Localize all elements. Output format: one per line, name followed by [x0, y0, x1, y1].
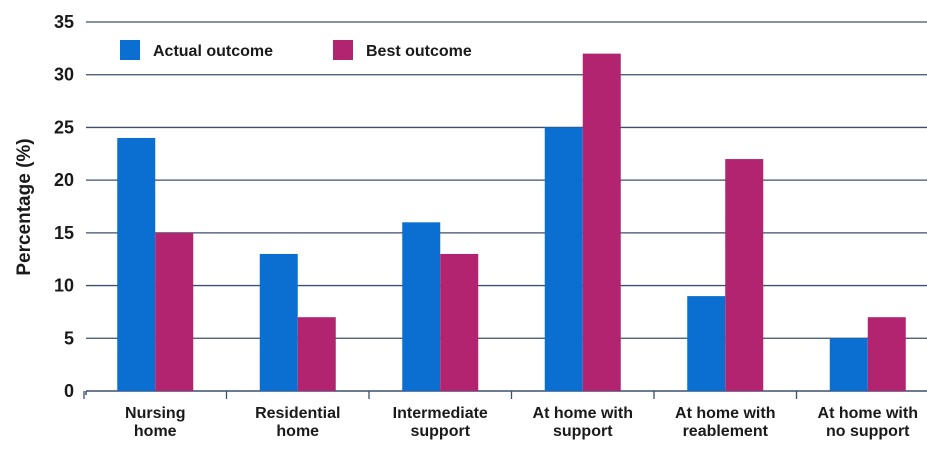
y-tick-label: 5 — [64, 328, 74, 348]
x-tick-label: At home with — [675, 405, 775, 422]
bar — [117, 137, 156, 391]
y-tick-label: 10 — [54, 276, 74, 296]
y-tick-label: 20 — [54, 170, 74, 190]
legend-swatch — [120, 40, 140, 60]
x-tick-label: home — [276, 423, 319, 440]
bar — [259, 253, 298, 391]
bar — [440, 253, 479, 391]
x-tick-label: no support — [826, 423, 910, 440]
legend-item: Actual outcome — [120, 40, 273, 60]
y-tick-label: 0 — [64, 381, 74, 401]
x-tick-label: Intermediate — [393, 405, 488, 422]
bar — [582, 53, 621, 391]
bar — [544, 127, 583, 391]
bar — [867, 317, 906, 391]
x-tick-label: home — [134, 423, 177, 440]
legend-label: Actual outcome — [153, 43, 273, 60]
legend-label: Best outcome — [366, 43, 472, 60]
bar — [725, 159, 764, 391]
y-tick-label: 35 — [54, 12, 74, 32]
y-axis-label: Percentage (%) — [14, 138, 35, 275]
y-tick-label: 15 — [54, 223, 74, 243]
legend-swatch — [333, 40, 353, 60]
x-tick-label: At home with — [818, 405, 918, 422]
x-tick-label: Residential — [255, 405, 340, 422]
legend-item: Best outcome — [333, 40, 472, 60]
bar — [687, 296, 726, 391]
x-tick-label: At home with — [533, 405, 633, 422]
y-tick-label: 30 — [54, 65, 74, 85]
x-tick-label: support — [553, 423, 613, 440]
bar — [155, 232, 194, 391]
bar — [402, 222, 441, 391]
x-tick-label: Nursing — [125, 405, 185, 422]
y-tick-label: 25 — [54, 117, 74, 137]
bar — [297, 317, 336, 391]
bar — [829, 338, 868, 391]
x-tick-label: support — [410, 423, 470, 440]
x-tick-label: reablement — [683, 423, 769, 440]
